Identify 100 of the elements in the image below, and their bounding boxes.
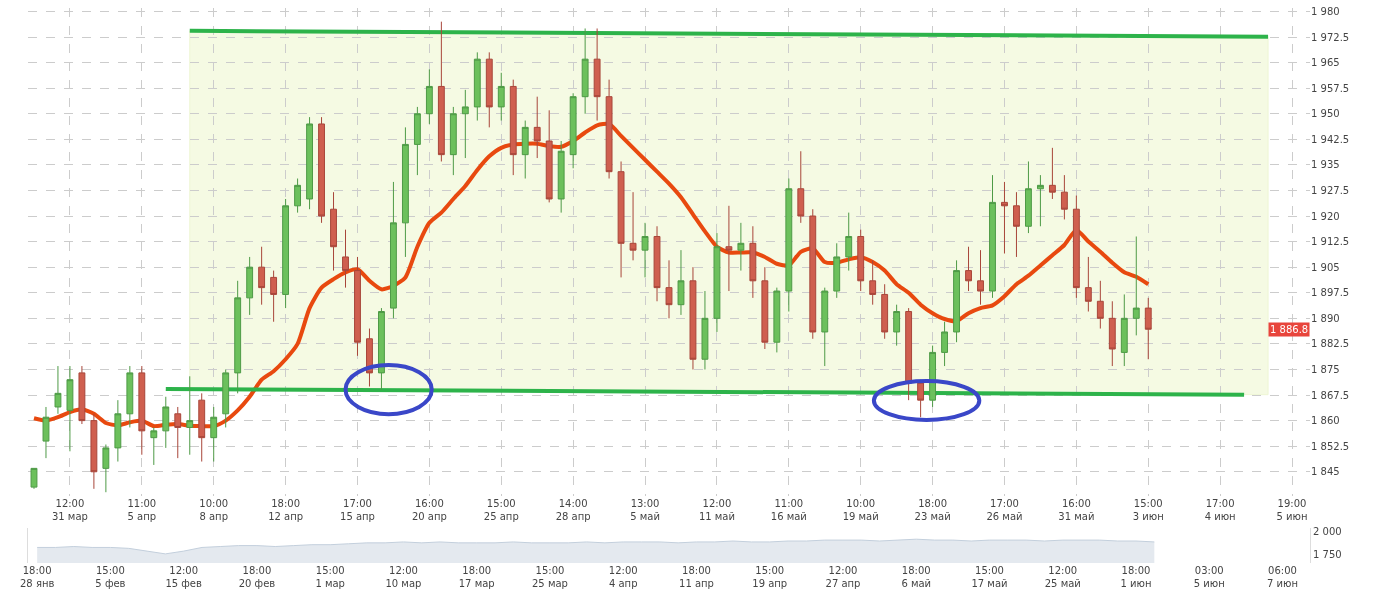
candlestick <box>78 365 86 425</box>
candlestick <box>629 191 637 261</box>
y-tick-label: 1 927.5 <box>1311 184 1350 196</box>
candlestick <box>905 307 913 401</box>
candlestick <box>270 270 278 323</box>
candlestick <box>306 116 313 210</box>
x-tick-label: 12:00 31 мар <box>51 497 88 522</box>
x-tick-label: 11:00 5 апр <box>127 497 157 522</box>
candlestick <box>1001 181 1008 255</box>
y-tick-label: 1 750 <box>1313 549 1342 561</box>
candlestick <box>857 229 865 292</box>
candlestick <box>1036 174 1044 227</box>
candlestick <box>318 116 325 224</box>
x-tick-label: 12:00 10 мар <box>385 565 422 590</box>
y-tick-label: 1 972.5 <box>1311 31 1350 43</box>
x-tick-label: 10:00 8 апр <box>199 497 229 522</box>
candlestick <box>725 205 733 292</box>
candlestick <box>413 106 421 176</box>
y-tick-label: 1 980 <box>1311 5 1340 17</box>
x-tick-label: 18:00 11 апр <box>679 565 714 590</box>
x-tick-label: 15:00 1 мар <box>315 565 345 590</box>
y-tick-label: 1 965 <box>1311 57 1340 69</box>
x-tick-label: 18:00 28 янв <box>19 565 55 590</box>
candlestick <box>713 232 721 333</box>
x-tick-label: 12:00 15 фев <box>165 565 203 590</box>
candlestick <box>605 79 613 180</box>
y-tick-label: 1 905 <box>1311 261 1340 273</box>
candlestick <box>210 406 218 463</box>
candlestick <box>617 160 625 278</box>
candlestick <box>977 249 984 306</box>
x-tick-label: 18:00 1 июн <box>1120 565 1152 590</box>
candlestick <box>809 208 817 340</box>
candlestick <box>677 249 685 316</box>
x-tick-label: 12:00 11 май <box>698 497 735 522</box>
candlestick <box>54 365 62 415</box>
candlestick <box>174 406 182 459</box>
candlestick <box>449 106 457 176</box>
y-tick-label: 1 852.5 <box>1311 440 1350 452</box>
x-tick-label: 14:00 28 апр <box>555 497 591 522</box>
y-tick-label: 2 000 <box>1313 526 1342 538</box>
y-tick-label: 1 950 <box>1311 108 1340 120</box>
candlestick <box>138 365 146 456</box>
candlestick <box>533 96 541 159</box>
candlestick <box>437 21 445 162</box>
candlestick <box>929 345 937 408</box>
candlestick <box>66 365 74 452</box>
x-tick-label: 11:00 16 май <box>770 497 807 522</box>
x-tick-label: 13:00 5 май <box>630 497 660 522</box>
candlestick <box>1013 191 1020 258</box>
candlestick <box>593 27 601 122</box>
candlestick <box>845 212 853 272</box>
candlestick <box>162 396 170 449</box>
candlestick <box>737 222 745 272</box>
candlestick <box>1025 160 1032 234</box>
y-tick-label: 1 860 <box>1311 415 1340 427</box>
candlestick <box>881 283 889 340</box>
candlestick <box>1108 300 1116 367</box>
y-tick-label: 1 882.5 <box>1311 338 1350 350</box>
x-tick-label: 15:00 17 май <box>971 565 1008 590</box>
y-tick-label: 1 935 <box>1311 159 1340 171</box>
x-tick-label: 15:00 3 июн <box>1132 497 1164 522</box>
y-tick-label: 1 890 <box>1311 312 1340 324</box>
candlestick <box>1132 235 1140 336</box>
candlestick <box>30 467 38 490</box>
annotation: 1 886.8 <box>1270 324 1309 335</box>
y-tick-label: 1 875 <box>1311 363 1340 375</box>
x-tick-label: 06:00 7 июн <box>1267 565 1299 590</box>
candlestick <box>761 266 769 350</box>
candlestick <box>258 246 266 306</box>
candlestick <box>785 178 793 312</box>
candlestick <box>1096 280 1104 330</box>
x-tick-label: 15:00 19 апр <box>752 565 788 590</box>
x-tick-label: 18:00 20 фев <box>238 565 276 590</box>
candlestick <box>389 181 397 319</box>
x-tick-label: 18:00 23 май <box>914 497 951 522</box>
candlestick <box>509 79 517 176</box>
x-tick-label: 12:00 25 май <box>1044 565 1081 590</box>
y-tick-label: 1 920 <box>1311 210 1340 222</box>
candlestick <box>114 399 122 463</box>
candlestick <box>953 259 960 343</box>
candlestick <box>42 406 50 459</box>
x-tick-label: 10:00 19 май <box>842 497 879 522</box>
candlestick <box>689 266 697 370</box>
x-tick-label: 16:00 20 апр <box>411 497 447 522</box>
x-tick-label: 15:00 25 апр <box>483 497 519 522</box>
candlestick <box>126 365 134 428</box>
candlestick <box>1084 256 1092 312</box>
candlestick <box>665 259 673 319</box>
x-tick-label: 15:00 25 мар <box>531 565 568 590</box>
candlestick <box>90 413 98 490</box>
candlestick <box>234 280 242 394</box>
x-tick-label: 18:00 17 мар <box>458 565 495 590</box>
candlestick <box>461 89 469 159</box>
y-tick-label: 1 942.5 <box>1311 133 1350 145</box>
candlestick <box>186 375 194 456</box>
candlestick <box>749 225 757 299</box>
candlestick <box>569 92 577 169</box>
candlestick <box>965 246 972 292</box>
x-tick-label: 17:00 15 апр <box>340 497 375 522</box>
x-tick-label: 12:00 27 апр <box>825 565 861 590</box>
